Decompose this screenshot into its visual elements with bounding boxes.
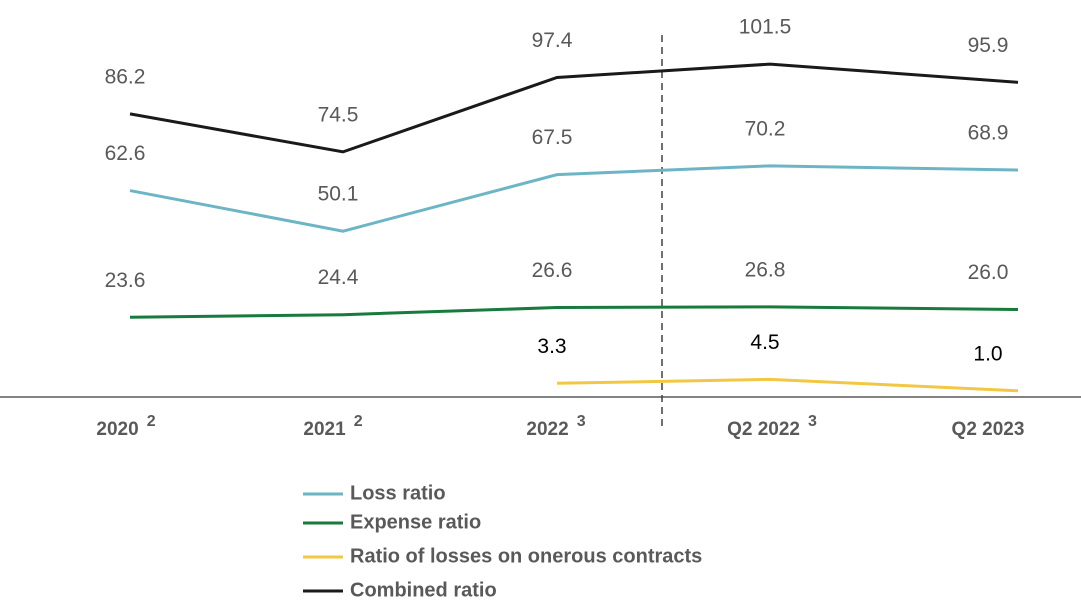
category-note: 2: [147, 413, 156, 430]
legend-label: Expense ratio: [350, 511, 481, 533]
data-label: 86.2: [105, 65, 146, 88]
category: 2022: [526, 419, 568, 440]
data-label: 62.6: [105, 142, 146, 165]
data-label: 23.6: [105, 269, 146, 292]
category: Q2 2023: [952, 419, 1025, 440]
series-line: [129, 305, 1019, 319]
data-label: 26.0: [968, 261, 1009, 284]
category: Q2 2022: [727, 419, 800, 440]
category: 2021: [303, 419, 346, 440]
x-tick-label: Q2 2023: [952, 419, 1025, 440]
category: 2020: [96, 419, 138, 440]
x-tick-label: 2020 2: [96, 413, 155, 440]
series-line: [556, 377, 1019, 393]
series-line: [129, 62, 1019, 154]
data-label: 68.9: [968, 122, 1009, 145]
data-label: 24.4: [318, 266, 359, 289]
data-label: 95.9: [968, 34, 1009, 57]
legend-label: Combined ratio: [350, 579, 497, 601]
data-label: 101.5: [739, 16, 792, 39]
data-label: 70.2: [745, 117, 786, 140]
x-tick-label: Q2 2022 3: [727, 413, 817, 440]
series-line: [129, 164, 1019, 233]
data-label: 1.0: [973, 342, 1002, 365]
x-tick-label: 2022 3: [526, 413, 585, 440]
category-note: 3: [808, 413, 817, 430]
legend-label: Loss ratio: [350, 482, 446, 504]
legend-label: Ratio of losses on onerous contracts: [350, 545, 702, 567]
data-label: 4.5: [750, 331, 779, 354]
data-label: 67.5: [532, 126, 573, 149]
data-label: 50.1: [318, 183, 359, 206]
x-tick-label: 2021 2: [303, 413, 362, 440]
data-label: 26.6: [532, 259, 573, 282]
category-note: 3: [577, 413, 586, 430]
data-label: 26.8: [745, 258, 786, 281]
data-label: 97.4: [532, 29, 573, 52]
data-label: 3.3: [537, 335, 566, 358]
category-note: 2: [354, 413, 363, 430]
data-label: 74.5: [318, 103, 359, 126]
